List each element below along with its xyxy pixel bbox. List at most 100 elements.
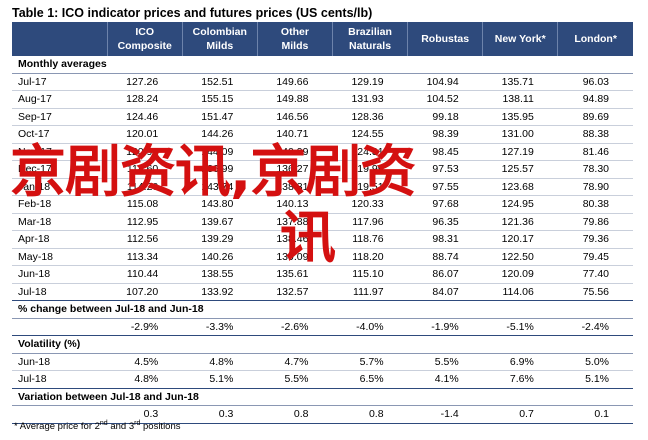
table-cell: 127.19 bbox=[482, 143, 558, 161]
table-cell: 132.57 bbox=[257, 283, 333, 301]
table-cell: 97.55 bbox=[407, 178, 483, 196]
table-body: Monthly averages Jul-17 127.26 152.51 149.66… bbox=[12, 56, 633, 424]
column-header-line1: Robustas bbox=[421, 33, 470, 45]
table-row: Jan-18 114.20 143.74 138.31 119.51 97.55 123.6… bbox=[12, 178, 633, 196]
table-cell: 135.61 bbox=[257, 265, 333, 284]
table-cell: 81.46 bbox=[557, 143, 633, 161]
table-cell: 136.99 bbox=[182, 160, 258, 179]
table-cell: 89.69 bbox=[557, 108, 633, 126]
table-row: Jul-18 107.20 133.92 132.57 111.97 84.07 114.0… bbox=[12, 283, 633, 301]
row-label: Jun-18 bbox=[12, 353, 108, 371]
table-title: Table 1: ICO indicator prices and future… bbox=[12, 6, 373, 20]
table-cell: 79.86 bbox=[557, 213, 633, 231]
table-cell: 113.34 bbox=[107, 248, 183, 266]
table-cell: 140.71 bbox=[257, 125, 333, 144]
table-cell: 5.7% bbox=[332, 353, 408, 371]
table-cell: 0.3 bbox=[107, 405, 183, 424]
table-cell: 118.20 bbox=[332, 248, 408, 266]
table-row: -2.9% -3.3% -2.6% -4.0% -1.9% -5.1% -2.4% bbox=[12, 318, 633, 336]
table-cell: 120.97 bbox=[107, 143, 183, 161]
table-cell: 112.56 bbox=[107, 230, 183, 249]
table-cell: 125.57 bbox=[482, 160, 558, 179]
table-cell: 146.56 bbox=[257, 108, 333, 126]
row-label bbox=[12, 318, 108, 336]
section-header-row: % change between Jul-18 and Jun-18 bbox=[12, 300, 633, 319]
table-cell: 137.88 bbox=[257, 213, 333, 231]
row-label: Apr-18 bbox=[12, 230, 108, 249]
table-cell: 120.09 bbox=[482, 265, 558, 284]
column-header: London* bbox=[557, 22, 633, 56]
section-header-row: Monthly averages bbox=[12, 56, 633, 74]
table-cell: 104.52 bbox=[407, 90, 483, 109]
column-header-line1: Colombian bbox=[192, 26, 247, 38]
table-cell: 135.95 bbox=[482, 108, 558, 126]
footnote-text: * Average price for 2 bbox=[14, 421, 100, 433]
table-row: Jul-18 4.8% 5.1% 5.5% 6.5% 4.1% 7.6% 5.1% bbox=[12, 370, 633, 389]
table-cell: 124.95 bbox=[482, 195, 558, 214]
table-row: Oct-17 120.01 144.26 140.71 124.55 98.39 131.0… bbox=[12, 125, 633, 144]
table-cell: 77.40 bbox=[557, 265, 633, 284]
table-cell: 6.9% bbox=[482, 353, 558, 371]
column-header-line2: Naturals bbox=[349, 40, 392, 52]
price-table-container: ICO Composite Colombian Milds Other Milds Braz… bbox=[12, 22, 633, 424]
column-header: Brazilian Naturals bbox=[332, 22, 409, 56]
table-row: Jun-18 110.44 138.55 135.61 115.10 86.07 120.0… bbox=[12, 265, 633, 284]
column-header: Robustas bbox=[407, 22, 484, 56]
table-cell: 143.80 bbox=[182, 195, 258, 214]
column-header-line1: New York* bbox=[494, 33, 546, 45]
column-header: Other Milds bbox=[257, 22, 333, 56]
table-cell: 99.18 bbox=[407, 108, 483, 126]
table-cell: 111.97 bbox=[332, 283, 408, 301]
table-cell: 112.95 bbox=[107, 213, 183, 231]
table-cell: 4.5% bbox=[107, 353, 183, 371]
row-label: May-18 bbox=[12, 248, 108, 266]
column-header-line2: Milds bbox=[281, 40, 309, 52]
column-header-line1: London* bbox=[574, 33, 617, 45]
table-cell: 119.51 bbox=[332, 178, 408, 196]
table-cell: 115.08 bbox=[107, 195, 183, 214]
table-cell: 5.1% bbox=[182, 370, 258, 389]
table-cell: 138.46 bbox=[257, 230, 333, 249]
table-cell: 140.26 bbox=[182, 248, 258, 266]
table-cell: 78.90 bbox=[557, 178, 633, 196]
table-cell: 0.7 bbox=[482, 405, 558, 424]
section-header-row: Volatility (%) bbox=[12, 335, 633, 354]
table-cell: 144.26 bbox=[182, 125, 258, 144]
table-cell: 0.3 bbox=[182, 405, 258, 424]
row-label bbox=[12, 405, 108, 424]
table-cell: 114.06 bbox=[482, 283, 558, 301]
table-cell: 127.26 bbox=[107, 73, 183, 91]
table-cell: 139.29 bbox=[182, 230, 258, 249]
table-cell: 124.55 bbox=[332, 125, 408, 144]
section-title: Volatility (%) bbox=[12, 335, 633, 354]
table-row: May-18 113.34 140.26 139.09 118.20 88.74 122.5… bbox=[12, 248, 633, 266]
table-cell: 88.38 bbox=[557, 125, 633, 144]
footnote-text-mid: and 3 bbox=[107, 421, 135, 433]
table-cell: 4.1% bbox=[407, 370, 483, 389]
table-cell: 120.33 bbox=[332, 195, 408, 214]
table-cell: 0.1 bbox=[557, 405, 633, 424]
section-title: % change between Jul-18 and Jun-18 bbox=[12, 300, 633, 319]
table-row: Sep-17 124.46 151.47 146.56 128.36 99.18 135.9… bbox=[12, 108, 633, 126]
column-header-line1: Brazilian bbox=[348, 26, 392, 38]
table-cell: -3.3% bbox=[182, 318, 258, 336]
table-cell: 136.27 bbox=[257, 160, 333, 179]
table-cell: 110.44 bbox=[107, 265, 183, 284]
row-label: Jun-18 bbox=[12, 265, 108, 284]
table-cell: 114.60 bbox=[107, 160, 183, 179]
table-header: ICO Composite Colombian Milds Other Milds Braz… bbox=[12, 22, 633, 56]
table-row: Aug-17 128.24 155.15 149.88 131.93 104.52 138.… bbox=[12, 90, 633, 109]
section-header-row: Variation between Jul-18 and Jun-18 bbox=[12, 388, 633, 406]
table-cell: 79.36 bbox=[557, 230, 633, 249]
table-cell: -4.0% bbox=[332, 318, 408, 336]
table-row: Feb-18 115.08 143.80 140.13 120.33 97.68 124.9… bbox=[12, 195, 633, 214]
table-cell: 139.67 bbox=[182, 213, 258, 231]
table-cell: 80.38 bbox=[557, 195, 633, 214]
table-cell: 104.94 bbox=[407, 73, 483, 91]
table-cell: 114.20 bbox=[107, 178, 183, 196]
table-cell: 140.99 bbox=[257, 143, 333, 161]
table-cell: 128.24 bbox=[107, 90, 183, 109]
table-row: Jul-17 127.26 152.51 149.66 129.19 104.94 135.… bbox=[12, 73, 633, 91]
table-cell: 138.55 bbox=[182, 265, 258, 284]
column-header-line2: Composite bbox=[117, 40, 172, 52]
